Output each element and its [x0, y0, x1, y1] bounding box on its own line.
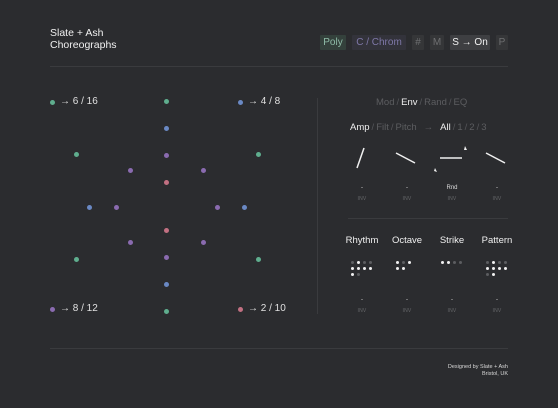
tab-mod[interactable]: Mod — [376, 97, 395, 108]
purple-dot-icon — [50, 306, 55, 312]
env-2-invert[interactable]: INV — [402, 196, 412, 202]
s-on-button[interactable]: S → On — [450, 35, 490, 50]
octave-label[interactable]: Octave — [391, 235, 423, 246]
tab-eq[interactable]: EQ — [453, 97, 468, 108]
footer-credit: Designed by Slate + Ash Bristol, UK — [448, 364, 508, 378]
node-dot[interactable] — [164, 255, 169, 260]
corner-bottom-left-label: → 8 / 12 — [60, 303, 98, 314]
env-1-invert[interactable]: INV — [357, 196, 367, 202]
brand-title: Slate + Ash Choreographs — [50, 27, 117, 51]
corner-top-right-label: → 4 / 8 — [248, 96, 281, 107]
node-dot[interactable] — [164, 228, 169, 233]
corner-bottom-right[interactable]: → 2 / 10 — [238, 303, 286, 315]
node-dot[interactable] — [242, 205, 247, 210]
target-selector: Amp / Filt / Pitch → All/1/2/3 — [350, 122, 487, 133]
p-button[interactable]: P — [496, 35, 508, 50]
envelope-2-icon[interactable] — [395, 152, 416, 164]
node-dot[interactable] — [74, 257, 79, 262]
footer-divider — [50, 348, 508, 349]
footer-line-1: Designed by Slate + Ash — [447, 364, 508, 370]
target-1[interactable]: 1 — [457, 122, 463, 133]
strike-invert[interactable]: INV — [447, 308, 457, 314]
node-dot[interactable] — [164, 309, 169, 314]
rhythm-invert[interactable]: INV — [357, 308, 367, 314]
mode-tabs: Mod / Env / Rand / EQ — [376, 97, 468, 108]
rhythm-value: - — [361, 297, 363, 303]
constellation-panel: → 6 / 16 → 4 / 8 → 8 / 12 → 2 / 10 — [50, 96, 312, 318]
tab-rand[interactable]: Rand — [424, 97, 447, 108]
env-4-value: - — [496, 185, 498, 191]
envelope-divider — [348, 218, 508, 219]
octave-invert[interactable]: INV — [402, 308, 412, 314]
strike-value: - — [451, 297, 453, 303]
target-all[interactable]: All — [440, 122, 451, 133]
chromatic-button[interactable]: C / Chrom — [352, 35, 406, 50]
node-dot[interactable] — [201, 168, 206, 173]
pattern-value: - — [496, 297, 498, 303]
arrow-icon: → — [423, 122, 434, 133]
node-dot[interactable] — [164, 99, 169, 104]
node-dot[interactable] — [114, 205, 119, 210]
node-dot[interactable] — [164, 180, 169, 185]
envelope-4-icon[interactable] — [485, 152, 506, 164]
corner-bottom-right-label: → 2 / 10 — [248, 303, 286, 314]
envelope-shapes — [356, 146, 506, 172]
env-3-value: Rnd — [446, 185, 458, 191]
env-1-value: - — [361, 185, 363, 191]
brand-line-1: Slate + Ash — [50, 27, 104, 39]
pattern-invert[interactable]: INV — [492, 308, 502, 314]
blue-dot-icon — [238, 99, 243, 105]
env-3-invert[interactable]: INV — [447, 196, 457, 202]
node-dot[interactable] — [128, 240, 133, 245]
node-dot[interactable] — [128, 168, 133, 173]
footer-line-2: Bristol, UK — [482, 371, 508, 377]
m-button[interactable]: M — [430, 35, 444, 50]
sharp-button[interactable]: # — [412, 35, 424, 50]
envelope-3-icon[interactable] — [434, 146, 467, 172]
octave-value: - — [406, 297, 408, 303]
target-filt[interactable]: Filt — [376, 122, 389, 133]
node-dot[interactable] — [164, 126, 169, 131]
target-3[interactable]: 3 — [481, 122, 487, 133]
strike-label[interactable]: Strike — [439, 235, 465, 246]
node-dot[interactable] — [164, 282, 169, 287]
target-amp[interactable]: Amp — [350, 122, 370, 133]
poly-button[interactable]: Poly — [320, 35, 346, 50]
target-2[interactable]: 2 — [469, 122, 475, 133]
corner-top-left-label: → 6 / 16 — [60, 96, 98, 107]
env-4-invert[interactable]: INV — [492, 196, 502, 202]
node-dot[interactable] — [87, 205, 92, 210]
node-dot[interactable] — [215, 205, 220, 210]
pattern-label[interactable]: Pattern — [481, 235, 513, 246]
corner-bottom-left[interactable]: → 8 / 12 — [50, 303, 98, 315]
corner-top-right[interactable]: → 4 / 8 — [238, 96, 280, 108]
envelope-1-icon[interactable] — [356, 147, 365, 169]
rose-dot-icon — [238, 306, 243, 312]
panel-divider — [317, 98, 318, 314]
node-dot[interactable] — [164, 153, 169, 158]
brand-line-2: Choreographs — [50, 39, 117, 51]
target-pitch[interactable]: Pitch — [395, 122, 417, 133]
node-dot[interactable] — [201, 240, 206, 245]
green-dot-icon — [50, 99, 55, 105]
header-divider — [50, 66, 508, 67]
corner-top-left[interactable]: → 6 / 16 — [50, 96, 98, 108]
node-dot[interactable] — [256, 257, 261, 262]
node-dot[interactable] — [256, 152, 261, 157]
env-2-value: - — [406, 185, 408, 191]
tab-env[interactable]: Env — [401, 97, 418, 108]
node-dot[interactable] — [74, 152, 79, 157]
rhythm-label[interactable]: Rhythm — [345, 235, 379, 246]
